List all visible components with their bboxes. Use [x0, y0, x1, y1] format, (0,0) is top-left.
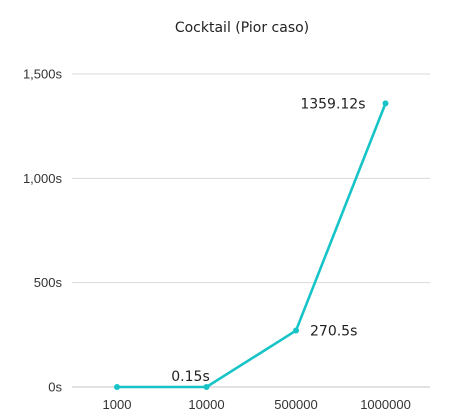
x-tick-label: 1000 [103, 397, 132, 412]
y-axis-ticks: 0s 500s 1,000s 1,500s [23, 67, 63, 395]
data-label: 0.15s [171, 369, 209, 385]
y-tick-label: 1,000s [23, 171, 63, 186]
chart-title: Cocktail (Pior caso) [175, 20, 309, 36]
data-labels: 0.15s 270.5s 1359.12s [171, 96, 365, 385]
grid-lines [72, 73, 430, 388]
data-point [114, 383, 120, 390]
data-point [293, 327, 299, 334]
x-tick-label: 10000 [188, 397, 224, 412]
y-tick-label: 500s [34, 275, 63, 290]
data-point [203, 383, 210, 390]
data-point [382, 100, 389, 107]
y-tick-label: 0s [48, 380, 62, 395]
data-label: 270.5s [310, 324, 357, 340]
series-layer [114, 100, 389, 390]
data-label: 1359.12s [300, 96, 365, 112]
series-line [115, 102, 387, 389]
x-tick-label: 500000 [274, 397, 317, 412]
x-tick-label: 1000000 [360, 397, 411, 412]
x-axis-ticks: 1000 10000 500000 1000000 [103, 397, 411, 412]
y-tick-label: 1,500s [23, 67, 63, 82]
